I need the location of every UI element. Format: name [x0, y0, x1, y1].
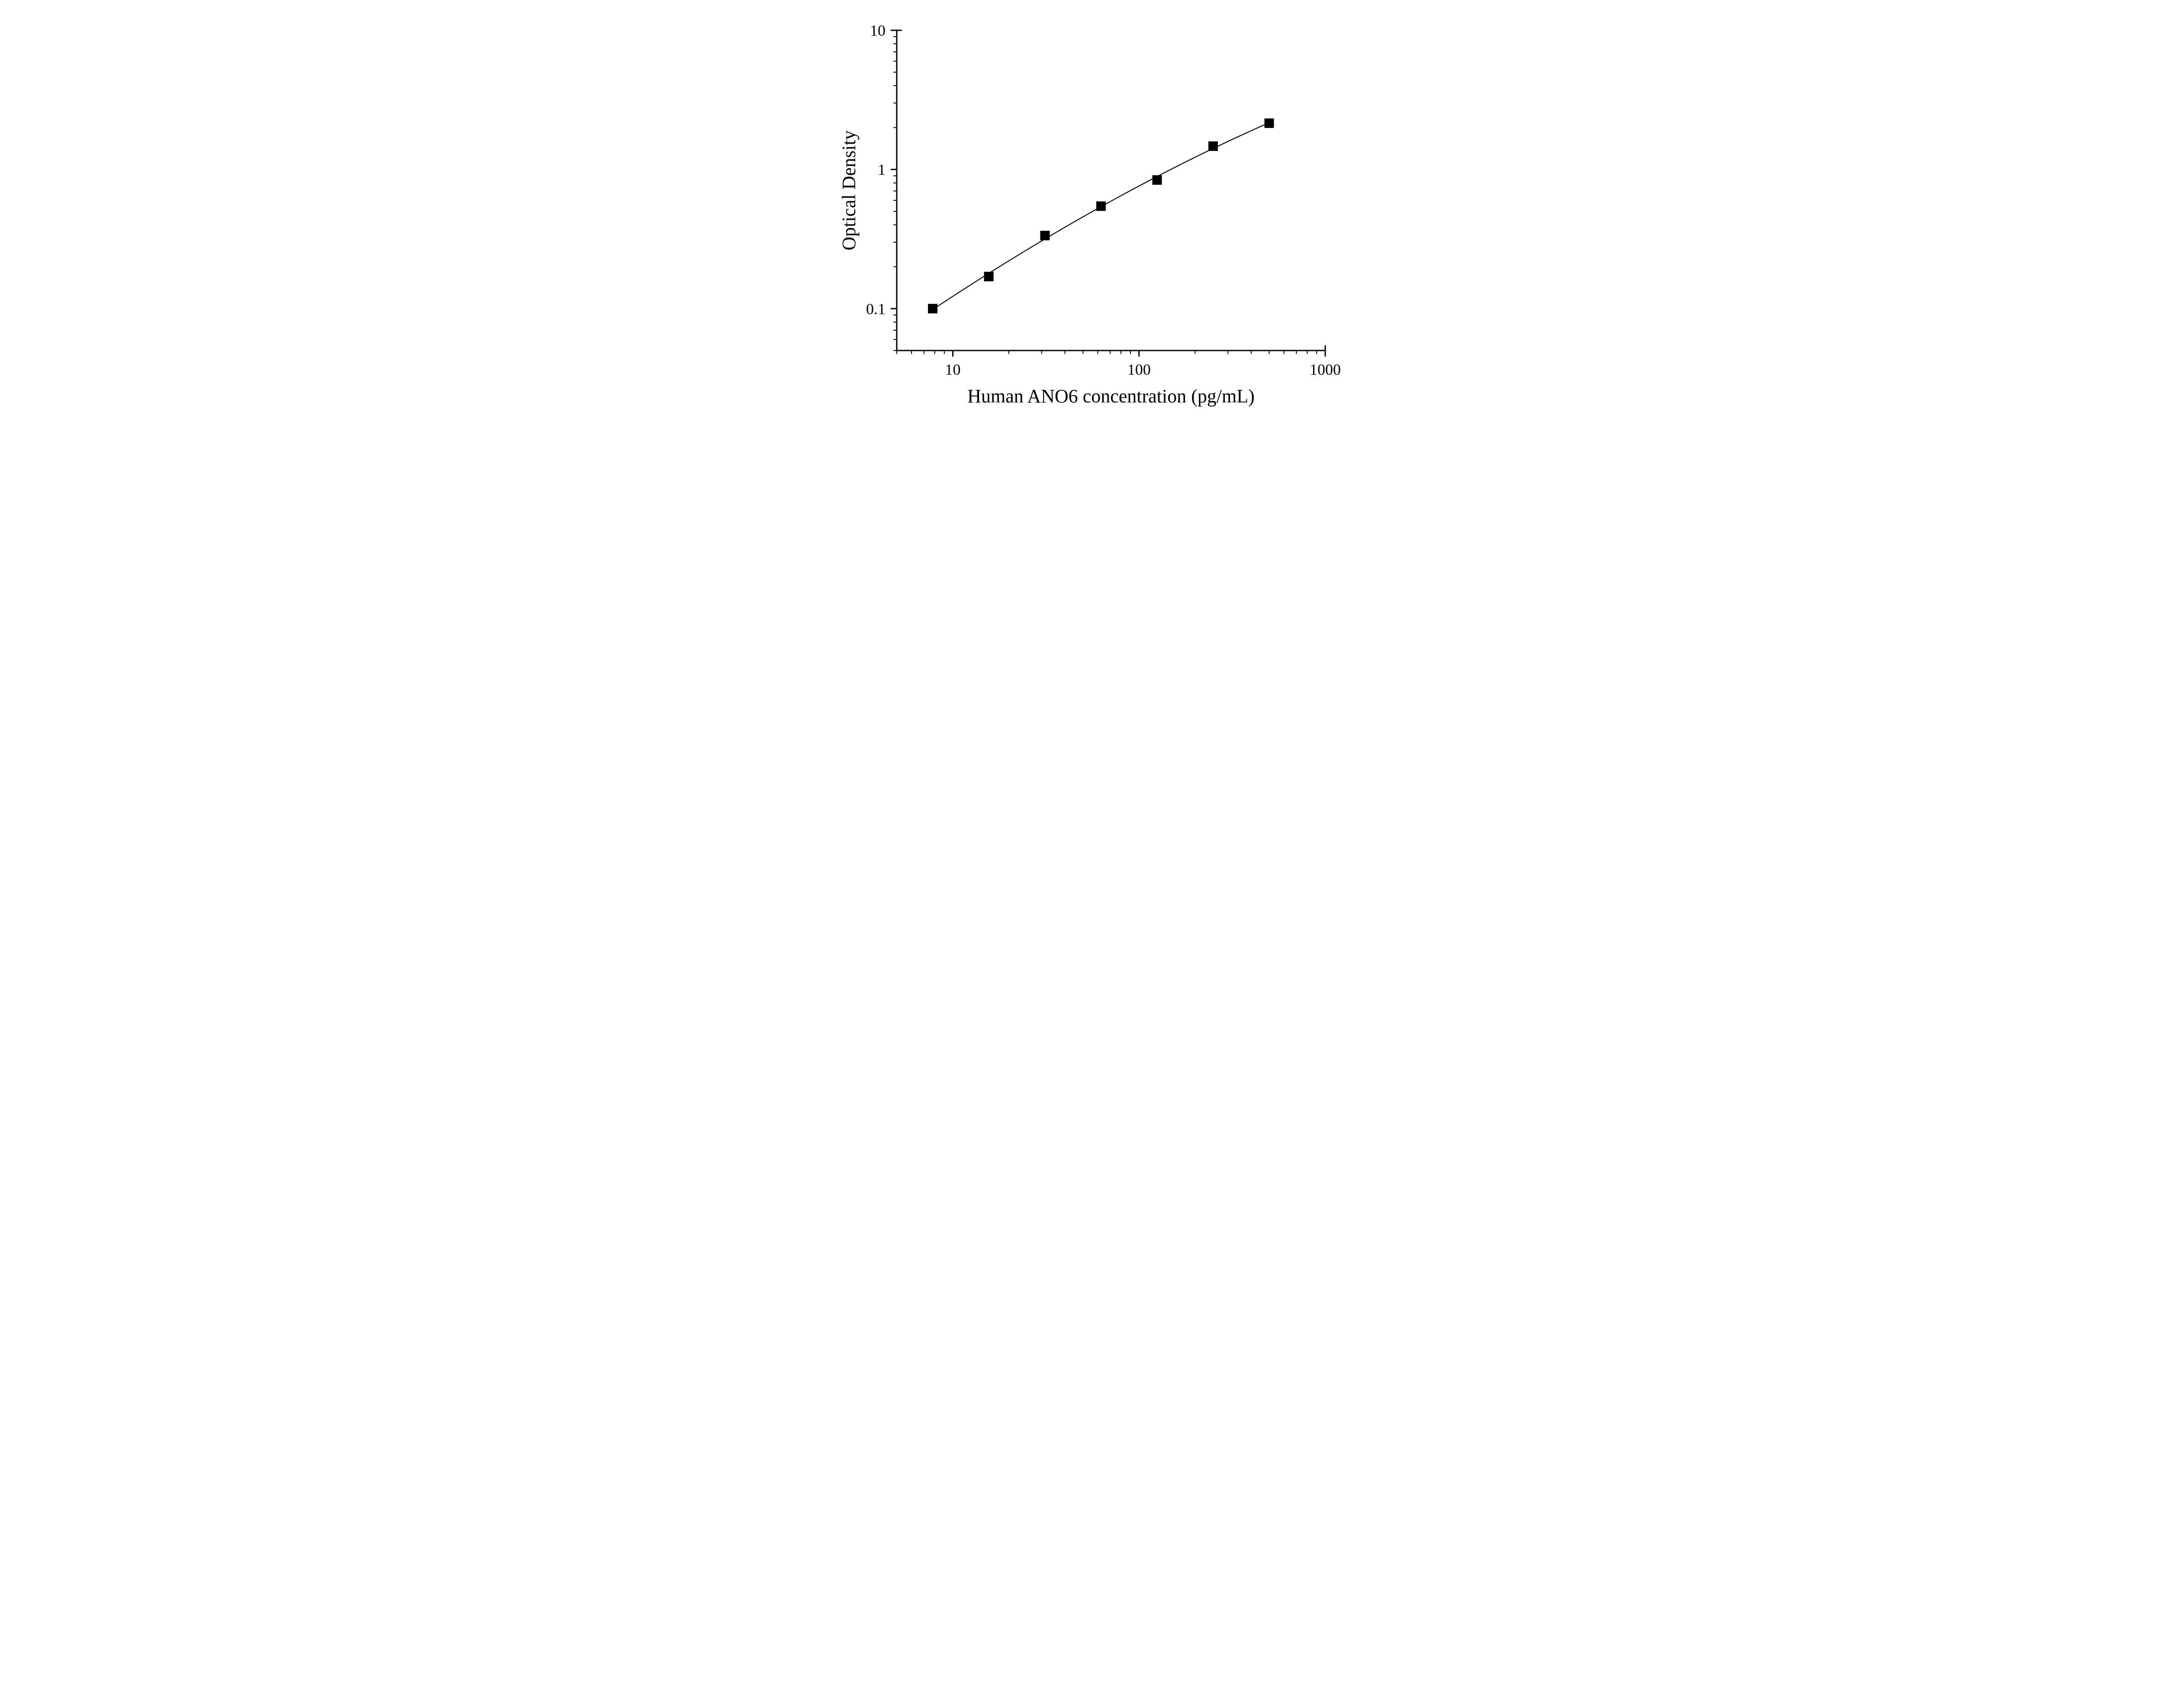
- data-marker: [1208, 142, 1218, 151]
- data-marker: [928, 304, 937, 313]
- y-axis-label: Optical Density: [838, 130, 860, 250]
- y-tick-label: 0.1: [866, 300, 886, 318]
- data-marker: [984, 272, 994, 281]
- x-tick-label: 1000: [1310, 361, 1341, 378]
- data-marker: [1264, 119, 1274, 128]
- chart-container: 10 100 1000 0.1 1 10 Human ANO6 concentration …: [810, 0, 1354, 427]
- chart-svg: 10 100 1000 0.1 1 10 Human ANO6 concentration …: [810, 0, 1354, 427]
- data-marker: [1040, 231, 1050, 240]
- y-tick-label: 1: [878, 161, 886, 178]
- data-marker: [1152, 175, 1162, 185]
- x-tick-label: 10: [945, 361, 961, 378]
- chart-background: [810, 0, 1354, 427]
- x-tick-label: 100: [1127, 361, 1151, 378]
- y-tick-label: 10: [870, 22, 886, 39]
- data-marker: [1096, 201, 1106, 211]
- x-axis-label: Human ANO6 concentration (pg/mL): [967, 386, 1255, 407]
